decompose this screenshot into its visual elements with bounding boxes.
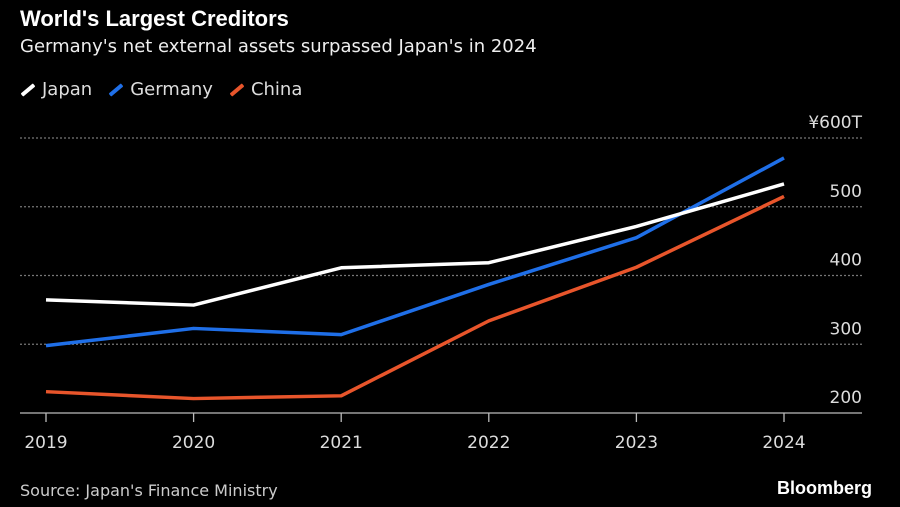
legend: Japan Germany China <box>20 79 302 100</box>
legend-label: Germany <box>130 79 213 100</box>
x-tick-label: 2021 <box>320 433 363 453</box>
y-tick-label: 300 <box>830 319 862 339</box>
y-tick-label: ¥600T <box>808 113 862 133</box>
y-tick-label: 200 <box>830 388 862 408</box>
series-line-china <box>45 194 785 401</box>
chart-title: World's Largest Creditors <box>20 6 289 31</box>
x-tick-label: 2023 <box>615 433 658 453</box>
chart-subtitle: Germany's net external assets surpassed … <box>20 36 537 57</box>
x-tick-label: 2022 <box>467 433 510 453</box>
legend-label: China <box>250 79 303 100</box>
y-tick-label: 400 <box>830 251 862 271</box>
x-tick-label: 2019 <box>24 433 67 453</box>
source-note: Source: Japan's Finance Ministry <box>20 481 278 500</box>
legend-item-china: China <box>229 79 302 100</box>
x-tick-label: 2020 <box>172 433 215 453</box>
bloomberg-logo: Bloomberg <box>776 478 872 498</box>
series-line-germany <box>45 156 785 348</box>
legend-label: Japan <box>42 79 93 100</box>
x-tick-label: 2024 <box>762 433 805 453</box>
legend-item-germany: Germany <box>108 79 213 100</box>
legend-item-japan: Japan <box>20 79 92 100</box>
y-tick-label: 500 <box>830 182 862 202</box>
series-line-japan <box>45 182 785 307</box>
